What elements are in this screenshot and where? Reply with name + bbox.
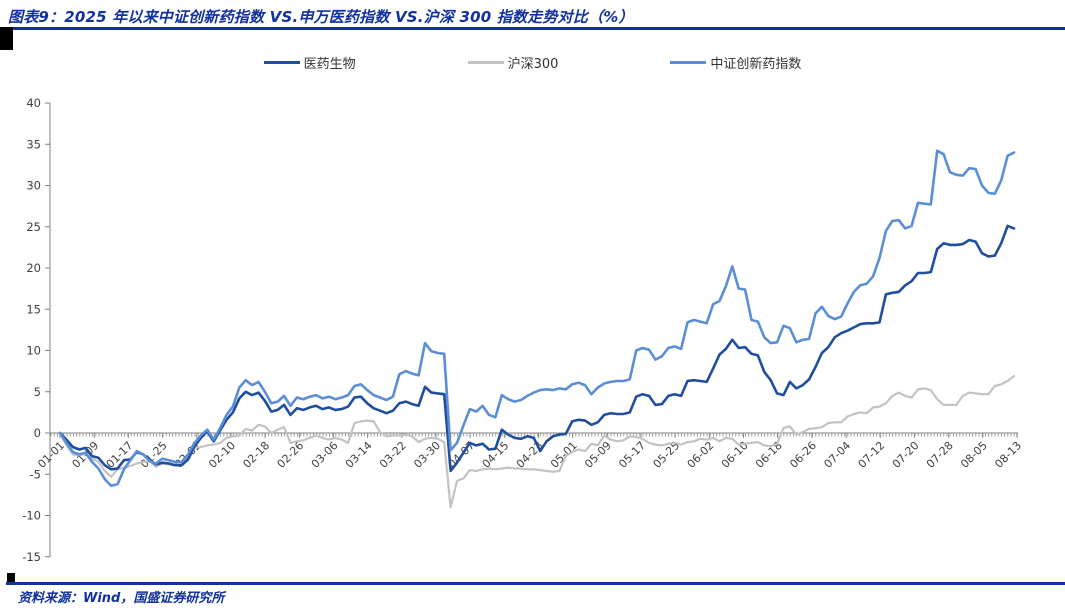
y-tick-label: -15 (22, 550, 41, 564)
series-line-沪深300 (58, 375, 1016, 509)
y-tick-label: 30 (26, 179, 41, 193)
source-note: 资料来源：Wind，国盛证券研究所 (18, 587, 224, 606)
bottom-left-black-tab (7, 573, 15, 583)
top-left-black-tab (0, 27, 13, 50)
x-tick-label: 03-30 (411, 439, 443, 471)
y-tick-label: 15 (26, 302, 41, 316)
legend-line-swatch-yiyao (263, 61, 300, 64)
x-tick-label: 02-10 (206, 439, 238, 471)
y-tick-label: -5 (30, 467, 41, 481)
legend-label-yiyao: 医药生物 (303, 57, 356, 72)
x-tick-label: 06-18 (753, 439, 785, 471)
x-tick-label: 04-23 (514, 439, 546, 471)
x-tick-label: 07-28 (924, 439, 956, 471)
y-tick-label: -10 (22, 509, 41, 523)
legend-item-yiyao: 医药生物 (263, 53, 356, 72)
legend-line-swatch-hs300 (467, 61, 504, 64)
y-tick-label: 20 (26, 261, 41, 275)
figure-title-text: 图表9：2025 年以来中证创新药指数 VS.申万医药指数 VS.沪深 300 … (8, 8, 634, 26)
y-tick-label: 25 (26, 220, 41, 234)
x-tick-label: 07-12 (856, 439, 888, 471)
source-note-text: 资料来源：Wind，国盛证券研究所 (18, 591, 225, 606)
x-tick-label: 05-17 (616, 439, 648, 471)
x-tick-label: 07-04 (821, 439, 853, 471)
x-tick-label: 02-18 (240, 439, 272, 471)
y-tick-label: 5 (34, 385, 41, 399)
x-tick-label: 03-22 (377, 439, 409, 471)
top-divider-rule (13, 27, 1065, 30)
legend-item-hs300: 沪深300 (467, 53, 559, 72)
y-tick-label: 0 (34, 426, 41, 440)
x-tick-label: 06-26 (787, 439, 819, 471)
series-line-中证创新药指数 (58, 149, 1016, 488)
y-tick-label: 40 (26, 96, 41, 110)
x-tick-label: 06-02 (685, 439, 717, 471)
legend-label-hs300: 沪深300 (507, 57, 559, 72)
legend-item-innov: 中证创新药指数 (670, 53, 801, 72)
figure-title: 图表9：2025 年以来中证创新药指数 VS.申万医药指数 VS.沪深 300 … (8, 6, 1048, 27)
x-tick-label: 07-20 (890, 439, 922, 471)
x-tick-label: 03-06 (309, 439, 341, 471)
x-tick-label: 05-01 (548, 439, 580, 471)
y-tick-label: 35 (26, 137, 41, 151)
bottom-divider-rule (6, 582, 1065, 585)
legend-label-innov: 中证创新药指数 (710, 57, 802, 72)
x-tick-label: 01-01 (35, 439, 67, 471)
legend-line-swatch-innov (670, 61, 707, 64)
x-tick-label: 08-05 (958, 439, 990, 471)
chart-legend: 医药生物 沪深300 中证创新药指数 (0, 53, 1065, 72)
y-tick-label: 10 (26, 344, 41, 358)
x-tick-label: 08-13 (992, 439, 1024, 471)
